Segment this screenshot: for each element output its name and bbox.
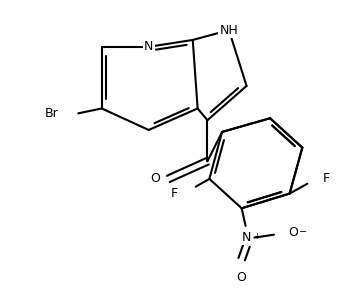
Text: O: O: [151, 173, 160, 185]
Text: +: +: [253, 232, 260, 241]
Text: NH: NH: [220, 24, 238, 37]
Text: N: N: [144, 40, 153, 53]
Text: O: O: [289, 226, 299, 239]
Text: O: O: [237, 271, 247, 284]
Text: F: F: [171, 187, 178, 200]
Text: Br: Br: [45, 107, 59, 120]
Text: N: N: [242, 231, 251, 244]
Text: F: F: [323, 173, 330, 185]
Text: −: −: [299, 227, 308, 237]
